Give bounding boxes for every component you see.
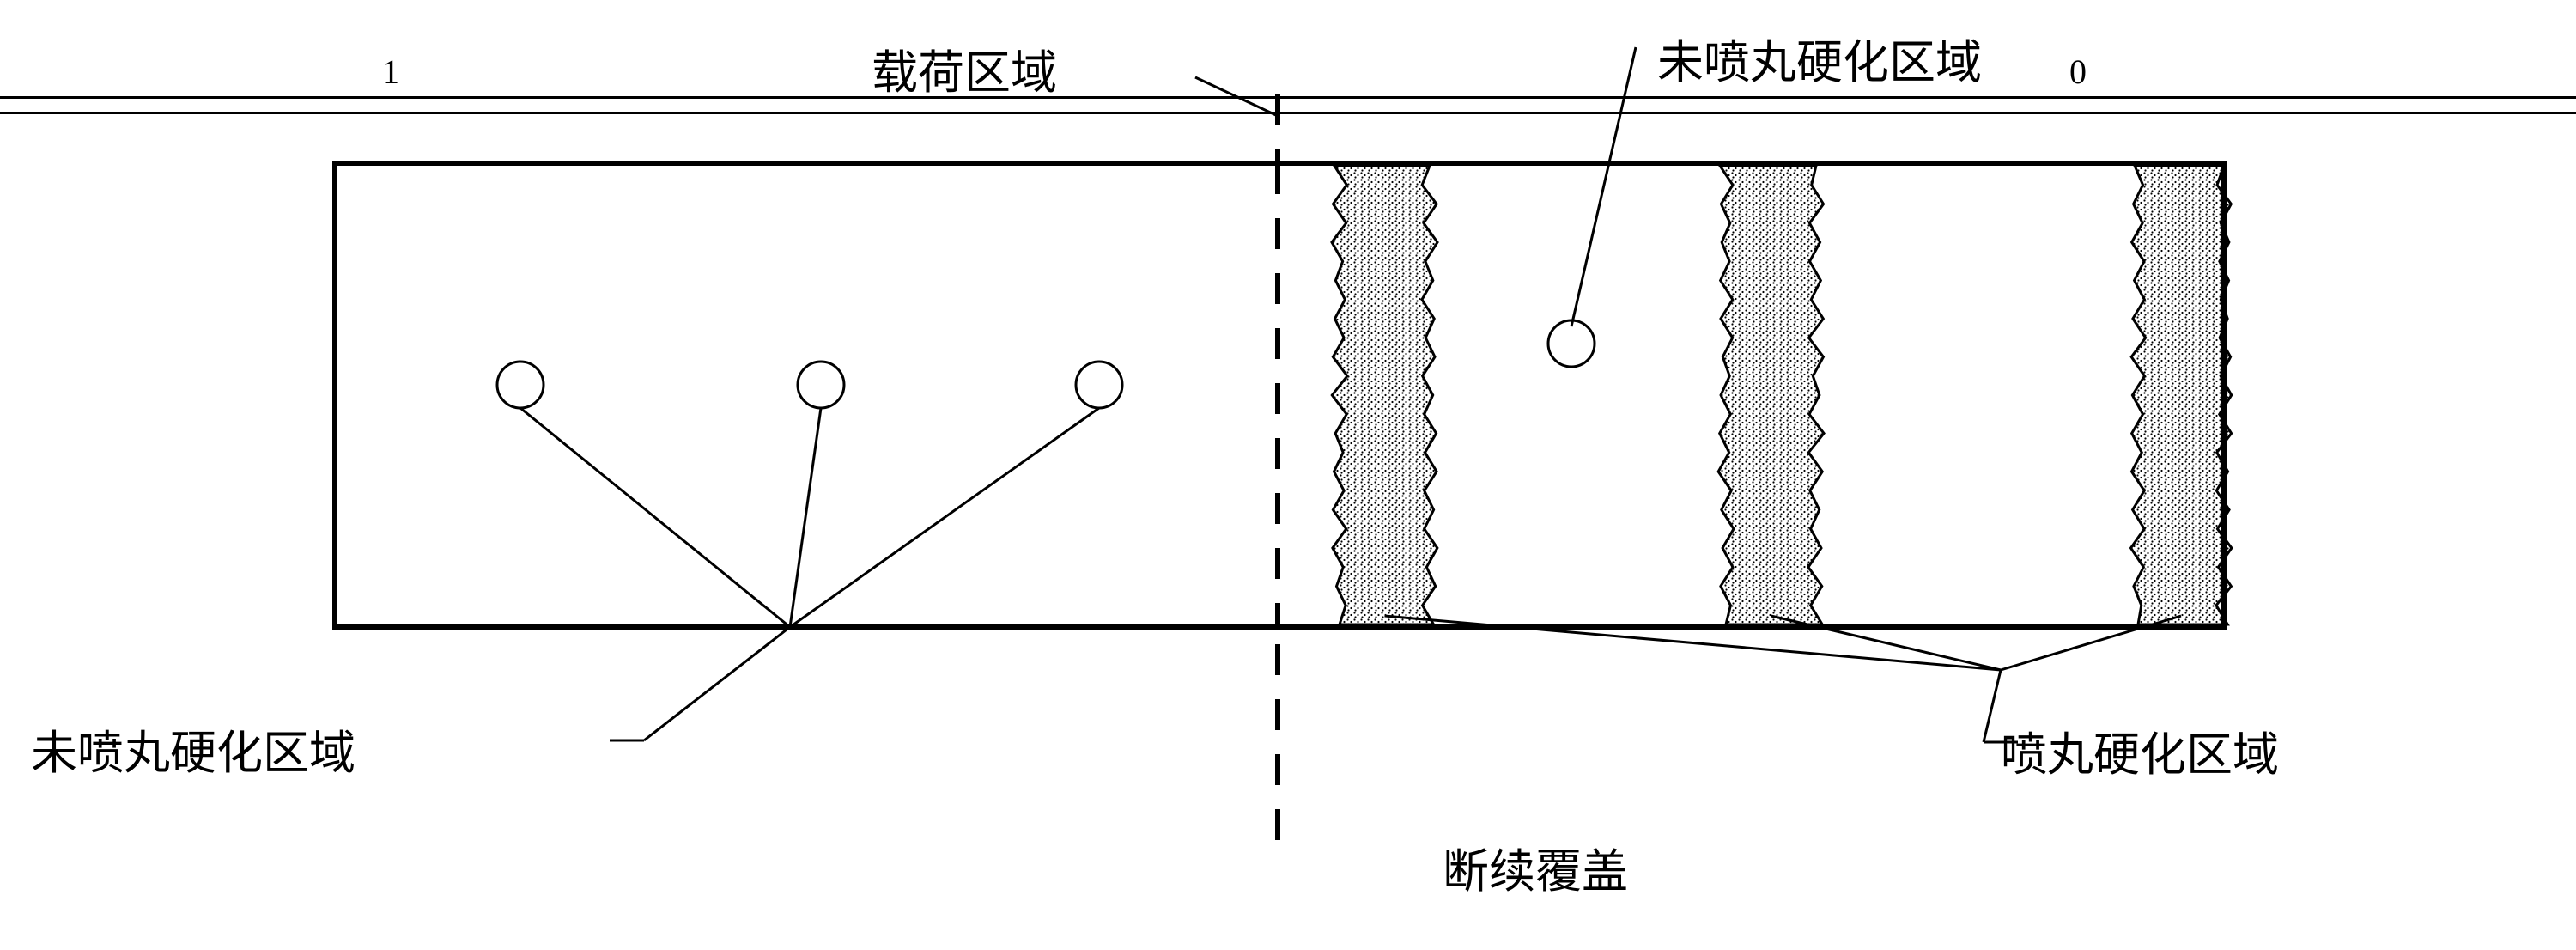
peened-band-0 [1332, 166, 1437, 624]
left-leader-to-label [644, 627, 790, 740]
load-area-leader [1195, 77, 1278, 116]
right-leader-to-label [1984, 670, 2001, 742]
diagram-container: 载荷区域 未喷丸硬化区域 1 0 未喷丸硬化区域 喷丸硬化区域 断续覆盖 [0, 0, 2576, 950]
diagram-svg [0, 0, 2576, 950]
peened-band-1 [1718, 166, 1824, 624]
peened-band-2 [2131, 166, 2232, 624]
